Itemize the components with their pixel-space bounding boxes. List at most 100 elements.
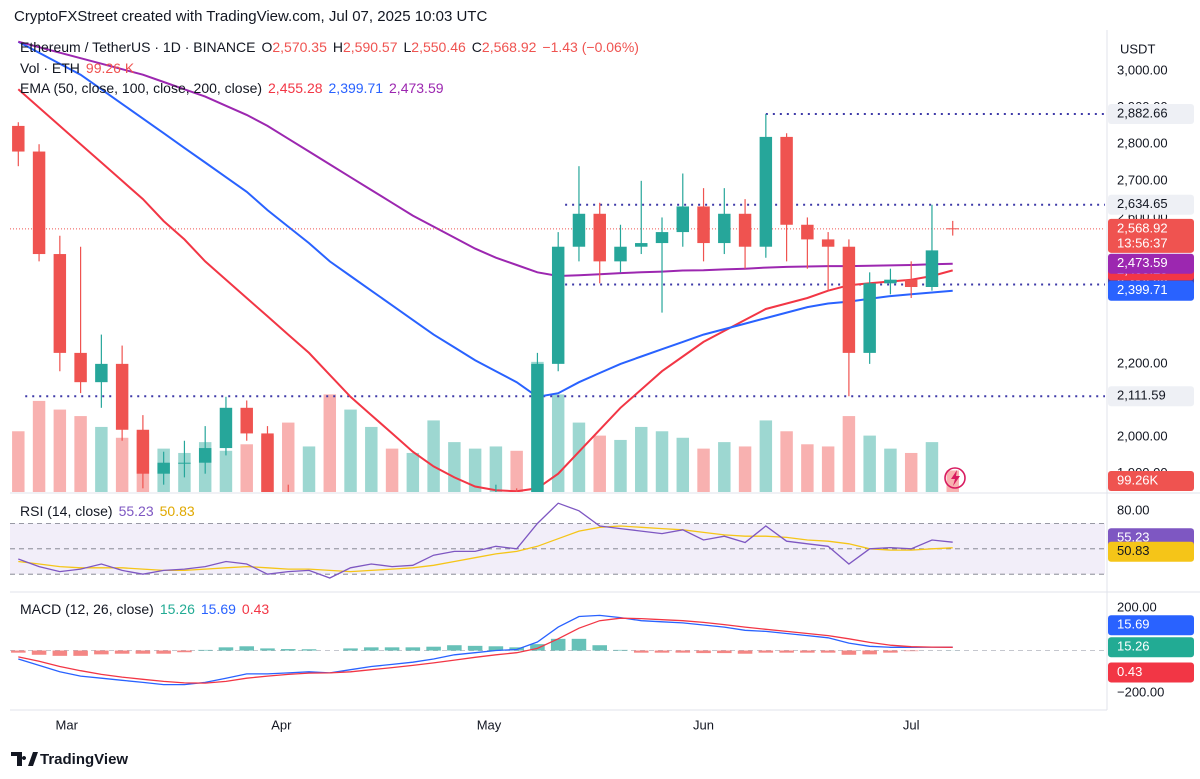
volume-bar [240,444,253,492]
histogram-bar [114,650,130,654]
ema-value: 2,455.28 [268,80,323,96]
volume-bar [718,442,731,492]
x-tick-label: Jul [903,717,920,732]
ema-line [17,40,953,398]
histogram-bar [177,650,192,653]
volume-bar [904,452,918,492]
candle-body [448,514,460,515]
candle-body [842,246,856,353]
histogram-bar [135,650,151,654]
histogram-bar [426,646,441,651]
candle-body [676,206,690,233]
histogram-bar [197,649,213,651]
histogram-bar [343,648,358,651]
volume-bar [115,437,129,492]
candle-body [738,213,752,247]
volume-bar [282,422,295,492]
rsi-pane [10,502,1105,579]
volume-bar [884,448,897,492]
candle-body [551,246,565,364]
brand: TradingView [40,751,128,768]
macd-tag-bg [1108,615,1194,636]
volume-bar [676,437,690,492]
axes: MarAprMayJunJul3,000.002,900.002,800.002… [56,62,1194,732]
x-tick-label: May [477,717,502,732]
candle-body [801,224,814,240]
histogram-bar [218,647,234,651]
rsi-name: RSI (14, close) [20,503,113,519]
price-pane [10,40,1105,591]
price-legend: Ethereum / TetherUS · 1D · BINANCE O2,570… [20,39,645,55]
histogram-bar [260,648,275,651]
price-tag-sub: 13:56:37 [1117,235,1168,250]
candle-body [697,206,710,244]
volume-legend: Vol · ETH 99.26 K [20,60,140,76]
volume-bar [427,420,440,492]
histogram-value: 0.43 [241,601,270,617]
signal-value: 15.26 [159,601,195,617]
ema-legend: EMA (50, close, 100, close, 200, close) 2… [20,80,450,96]
level-tag: 2,111.59 [1117,388,1166,403]
macd-tag: 15.69 [1117,617,1150,632]
macd-line [18,614,953,686]
candle-body [261,433,274,492]
histogram-bar [384,647,400,651]
volume-bar [468,448,482,492]
ema-tag: 2,399.71 [1117,282,1168,297]
ema-value: 2,399.71 [328,80,384,96]
y-tick-label: 80.00 [1117,502,1150,517]
ema-value: 2,473.59 [389,80,444,96]
ohlc-value: 2,570.35 [272,39,327,55]
macd-legend: MACD (12, 26, close) 15.26 15.69 0.43 [20,601,275,617]
histogram-bar [820,650,836,653]
candle-body [32,151,46,255]
volume-bar [863,435,876,492]
histogram-bar [571,638,587,651]
histogram-bar [364,647,379,651]
histogram-bar [883,650,898,653]
volume-bar [759,420,773,492]
y-tick-label: 2,700.00 [1117,172,1168,187]
candle-body [884,279,897,284]
level-tag-bg [1108,194,1194,215]
volume-tag-bg [1108,471,1194,491]
volume-bar [551,394,565,492]
rsi-tag-bg [1108,541,1194,562]
volume-bar [489,446,503,492]
histogram-bar [717,650,732,654]
histogram-bar [613,649,628,651]
candle-body [157,462,170,474]
volume-bar [12,431,25,492]
brand-logo [11,752,38,766]
volume-bar [323,394,337,492]
volume-bar [53,409,67,492]
candle-body [240,407,253,434]
level-tag: 2,882.66 [1117,105,1168,120]
candle-body [780,136,793,225]
histogram-bar [758,650,774,653]
candle-body [821,239,835,247]
ema-name: EMA (50, close, 100, close, 200, close) [20,80,263,96]
ohlc-key: H [332,39,343,55]
ohlc-value: 2,590.57 [343,39,398,55]
candle-body [95,363,108,383]
ema-tag-bg [1108,253,1194,274]
candle-body [759,136,773,247]
y-tick-label: −200.00 [1117,685,1164,700]
candle-body [925,250,939,287]
rsi-value: 50.83 [159,503,195,519]
histogram-bar [467,645,483,651]
histogram-bar [405,647,421,651]
histogram-bar [301,649,317,651]
histogram-bar [530,644,545,651]
histogram-bar [779,650,794,653]
candle-body [593,213,606,262]
y-tick-label: 200.00 [1117,599,1157,614]
rsi-tag: 50.83 [1117,543,1150,558]
volume-bar [344,409,357,492]
candle-body [635,243,648,247]
candle-body [386,576,398,591]
symbol-title: Ethereum / TetherUS · 1D · BINANCE [20,39,256,55]
